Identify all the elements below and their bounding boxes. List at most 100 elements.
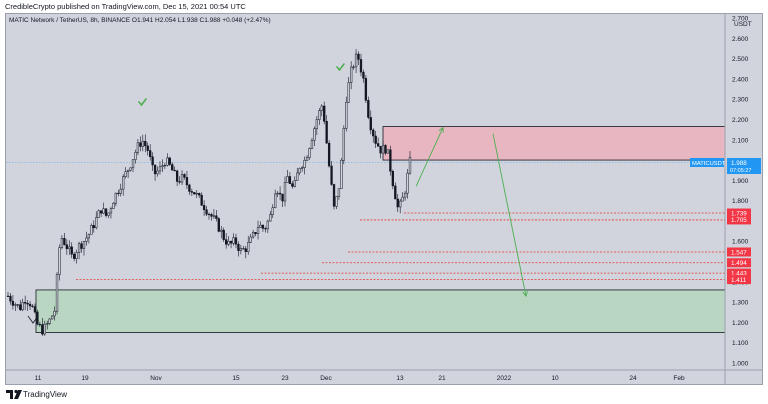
chart-canvas[interactable]: 1.0001.1001.2001.3001.4001.5001.6001.700… (6, 14, 762, 384)
candle-body (244, 248, 247, 252)
candle-body (291, 183, 294, 187)
x-tick-label: 15 (232, 375, 240, 382)
attribution-bar: CredibleCrypto published on TradingView.… (0, 0, 768, 13)
candle-body (310, 139, 314, 149)
candle-body (31, 305, 34, 307)
candle-body (90, 225, 93, 235)
candle-body (149, 150, 152, 158)
candle-body (354, 53, 358, 68)
candle-body (391, 170, 394, 187)
candle-body (266, 220, 269, 230)
candle-body (77, 243, 81, 253)
candle-body (158, 166, 162, 172)
support-level-tag (727, 208, 751, 218)
candle-body (129, 167, 132, 171)
candle-body (394, 185, 397, 200)
candle-body (269, 214, 272, 222)
candle-body (234, 237, 238, 245)
supply-zone (382, 126, 726, 161)
support-level-tag (727, 215, 751, 225)
candle-body (33, 306, 37, 313)
candle-body (359, 59, 363, 73)
candle-body (300, 167, 304, 169)
candle-body (166, 157, 169, 166)
candle-body (369, 117, 372, 131)
symbol-legend: MATIC Network / TetherUS, 8h, BINANCE O1… (9, 17, 271, 24)
candle-body (408, 157, 412, 174)
candle-body (384, 145, 387, 154)
candle-body (327, 142, 331, 167)
candle-body (200, 194, 203, 206)
y-tick-label: 2.500 (732, 56, 749, 63)
y-tick-label: 2.600 (732, 36, 749, 43)
candle-body (53, 310, 56, 317)
support-level-value: 1.494 (731, 260, 747, 267)
candle-body (396, 198, 399, 208)
candle-countdown: 07:05:27 (730, 168, 751, 174)
y-tick-label: 2.100 (732, 137, 749, 144)
candle-body (14, 304, 17, 306)
candle-body (188, 184, 191, 192)
candle-body (288, 176, 292, 184)
candle-body (229, 241, 233, 244)
support-level-tag (727, 247, 751, 257)
candle-body (43, 323, 46, 335)
candle-body (26, 302, 29, 305)
candle-body (16, 304, 19, 306)
candle-body (376, 143, 380, 147)
checkmark-icon (336, 63, 345, 72)
candle-body (85, 237, 88, 242)
candle-body (264, 228, 267, 230)
candle-body (283, 182, 287, 202)
candle-body (195, 193, 198, 195)
candle-body (75, 252, 78, 259)
candle-body (337, 188, 341, 197)
candle-body (168, 157, 171, 165)
candle-body (401, 196, 404, 202)
tradingview-logo-icon (6, 389, 22, 399)
support-level-value: 1.443 (731, 270, 747, 277)
y-tick-label: 1.600 (732, 239, 749, 246)
x-tick-label: 13 (396, 375, 404, 382)
candle-body (161, 165, 164, 168)
candle-body (185, 177, 189, 186)
candle-body (48, 318, 51, 324)
candle-body (330, 165, 333, 185)
candle-body (215, 215, 218, 219)
candle-body (278, 192, 282, 195)
candle-body (364, 77, 368, 101)
candle-body (9, 295, 12, 302)
candle-body (73, 253, 76, 259)
candle-body (58, 247, 61, 275)
low-marker-icon (27, 315, 39, 324)
candle-body (403, 192, 407, 198)
candle-body (28, 303, 32, 307)
x-tick-label: 11 (35, 375, 42, 382)
candle-body (220, 229, 223, 232)
candle-body (217, 218, 220, 232)
candle-body (389, 149, 392, 172)
candle-body (237, 243, 240, 251)
candle-body (144, 140, 147, 147)
candle-body (151, 156, 154, 166)
candle-body (46, 323, 49, 325)
candle-body (286, 176, 289, 183)
candle-body (251, 232, 255, 238)
candle-body (374, 135, 377, 144)
candle-body (163, 165, 167, 167)
candle-body (104, 208, 108, 216)
projection-arrowhead (438, 126, 444, 133)
candle-body (342, 128, 345, 161)
x-tick-label: Nov (150, 375, 162, 382)
candle-body (171, 164, 174, 171)
candle-body (259, 224, 262, 228)
y-tick-label: 2.700 (732, 16, 749, 23)
candle-body (102, 208, 105, 214)
candle-body (146, 145, 149, 151)
support-level-value: 1.705 (731, 217, 747, 224)
candle-body (247, 242, 250, 252)
candle-body (399, 200, 402, 208)
candle-body (381, 145, 385, 154)
candle-body (99, 210, 103, 214)
chart-panel[interactable]: 1.0001.1001.2001.3001.4001.5001.6001.700… (5, 13, 763, 385)
